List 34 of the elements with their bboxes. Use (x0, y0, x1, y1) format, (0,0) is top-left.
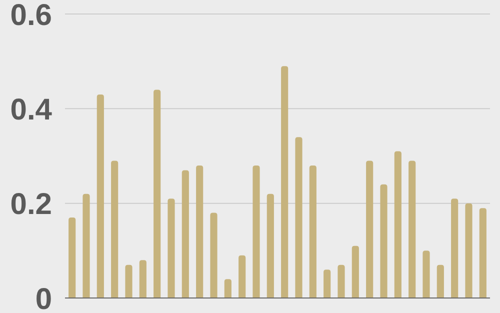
bar (238, 255, 246, 298)
bar (366, 160, 374, 298)
bar (210, 212, 218, 298)
bar (451, 198, 458, 298)
bar (352, 246, 359, 298)
bar (394, 151, 402, 298)
bar (324, 270, 331, 298)
bar (266, 194, 274, 298)
y-tick-label: 0 (35, 282, 52, 313)
bar (281, 66, 288, 298)
bar (408, 160, 416, 298)
y-tick-label: 0.4 (10, 93, 52, 126)
bar (82, 194, 90, 298)
bar (252, 165, 260, 298)
bar (380, 184, 388, 298)
bar (465, 203, 472, 298)
bar (309, 165, 316, 298)
y-tick-label: 0.2 (10, 188, 52, 222)
bar (196, 165, 204, 298)
bar (111, 160, 118, 298)
bar (338, 264, 345, 298)
bar (422, 250, 430, 298)
bar (295, 137, 302, 298)
bar (479, 208, 486, 298)
bar (182, 170, 189, 298)
bar (139, 260, 146, 298)
bar (168, 198, 175, 298)
bar (436, 264, 444, 298)
bar (96, 94, 104, 298)
bar (68, 218, 76, 298)
bar (224, 279, 232, 298)
bar (154, 90, 161, 298)
bar (125, 264, 132, 298)
y-tick-label: 0.6 (10, 0, 52, 32)
